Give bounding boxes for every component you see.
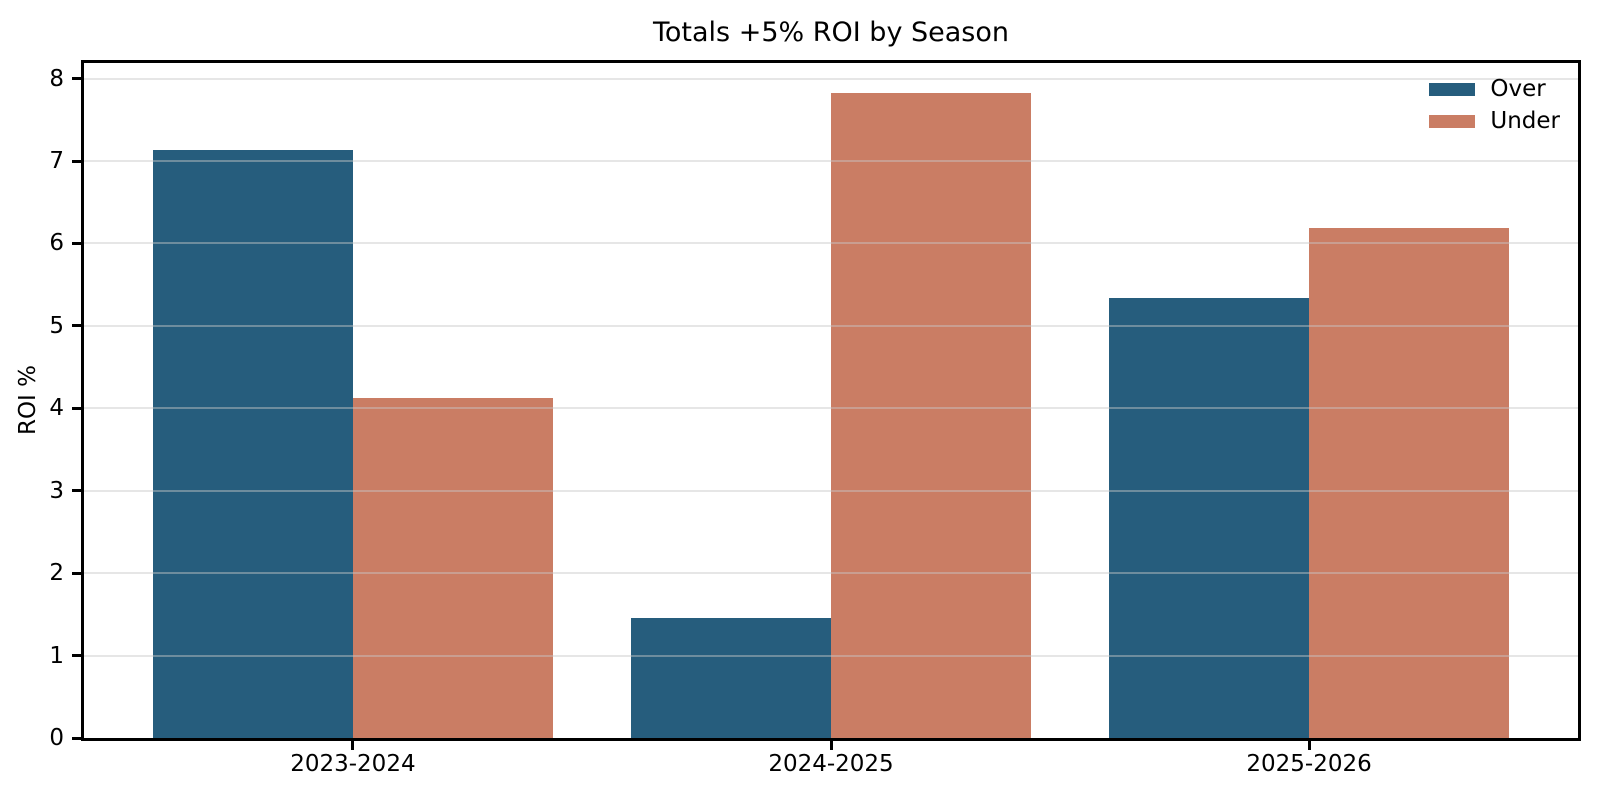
y-tick-mark-1 bbox=[72, 654, 81, 658]
y-tick-label-6: 6 bbox=[49, 230, 64, 257]
legend-row-over: Over bbox=[1429, 74, 1560, 104]
y-tick-mark-6 bbox=[72, 241, 81, 245]
x-tick-label-2024-2025: 2024-2025 bbox=[768, 751, 894, 777]
y-tick-mark-7 bbox=[72, 159, 81, 163]
gridline-y-7 bbox=[84, 160, 1578, 163]
bar-over-2024-2025 bbox=[631, 618, 831, 738]
bar-under-2025-2026 bbox=[1309, 227, 1510, 738]
bar-over-2023-2024 bbox=[152, 150, 353, 738]
x-tick-mark-2025-2026 bbox=[1307, 741, 1311, 750]
y-tick-label-8: 8 bbox=[49, 65, 64, 92]
y-tick-mark-0 bbox=[72, 736, 81, 740]
axis-spine-bottom bbox=[81, 738, 1581, 741]
bar-under-2023-2024 bbox=[352, 398, 553, 738]
legend: Over Under bbox=[1429, 74, 1560, 138]
bar-over-2025-2026 bbox=[1109, 297, 1310, 738]
gridline-y-2 bbox=[84, 572, 1578, 575]
axis-spine-top bbox=[81, 60, 1581, 63]
y-tick-label-5: 5 bbox=[49, 312, 64, 339]
legend-row-under: Under bbox=[1429, 106, 1560, 136]
y-tick-mark-5 bbox=[72, 324, 81, 328]
gridline-y-8 bbox=[84, 77, 1578, 80]
y-tick-label-3: 3 bbox=[49, 477, 64, 504]
x-tick-label-2023-2024: 2023-2024 bbox=[290, 751, 416, 777]
y-tick-mark-8 bbox=[72, 77, 81, 81]
bar-under-2024-2025 bbox=[831, 93, 1031, 738]
chart-title: Totals +5% ROI by Season bbox=[653, 17, 1009, 48]
y-tick-label-4: 4 bbox=[49, 395, 64, 422]
y-tick-label-0: 0 bbox=[49, 725, 64, 751]
y-tick-label-1: 1 bbox=[49, 642, 64, 669]
y-tick-mark-4 bbox=[72, 406, 81, 410]
legend-swatch-under-icon bbox=[1429, 114, 1476, 128]
gridline-y-5 bbox=[84, 324, 1578, 327]
legend-swatch-over-icon bbox=[1429, 82, 1476, 96]
legend-label-under: Under bbox=[1490, 108, 1560, 134]
x-tick-mark-2023-2024 bbox=[351, 741, 355, 750]
axis-spine-left bbox=[81, 60, 84, 741]
legend-label-over: Over bbox=[1490, 76, 1546, 102]
x-tick-label-2025-2026: 2025-2026 bbox=[1246, 751, 1372, 777]
x-tick-mark-2024-2025 bbox=[829, 741, 833, 750]
axis-spine-right bbox=[1578, 60, 1581, 741]
y-tick-mark-2 bbox=[72, 571, 81, 575]
gridline-y-3 bbox=[84, 489, 1578, 492]
gridline-y-1 bbox=[84, 654, 1578, 657]
y-tick-mark-3 bbox=[72, 489, 81, 493]
gridline-y-6 bbox=[84, 242, 1578, 245]
y-tick-label-2: 2 bbox=[49, 560, 64, 587]
y-tick-label-7: 7 bbox=[49, 148, 64, 175]
gridline-y-4 bbox=[84, 407, 1578, 410]
